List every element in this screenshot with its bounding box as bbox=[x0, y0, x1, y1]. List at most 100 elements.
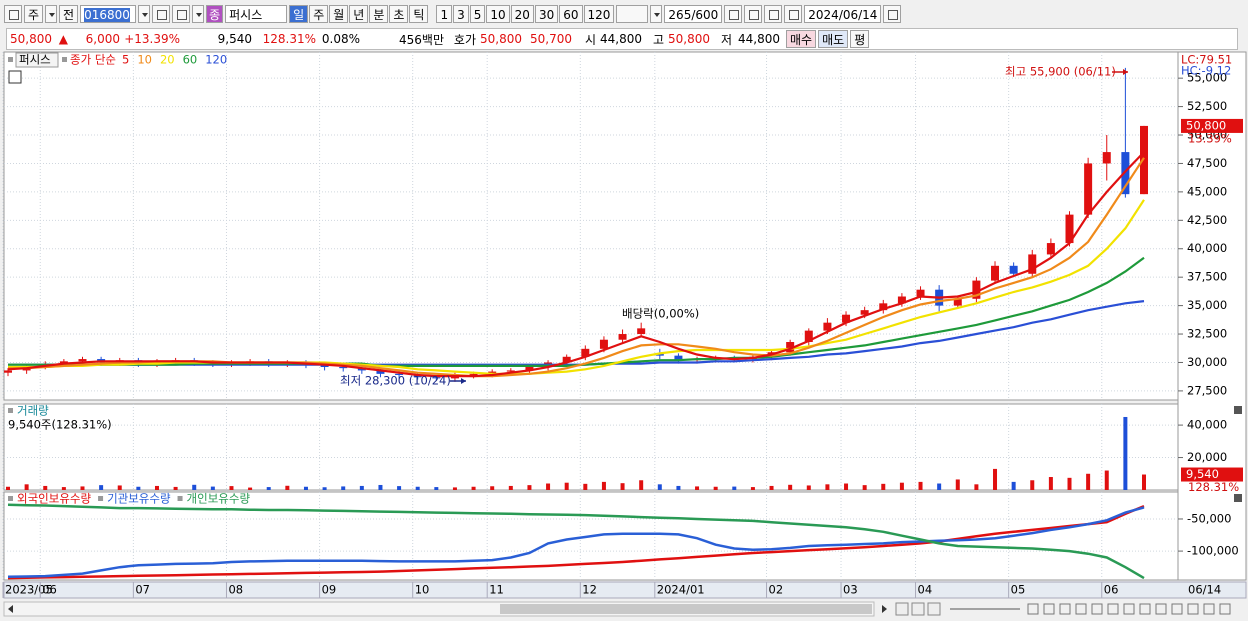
candle-body bbox=[804, 330, 813, 342]
legend-item: 120 bbox=[205, 53, 227, 67]
volume-bar bbox=[844, 483, 849, 490]
x-tick-label: 02 bbox=[769, 583, 784, 597]
volume-change-label: 128.31% bbox=[1188, 480, 1239, 494]
volume-bar bbox=[713, 486, 718, 490]
number-button[interactable]: 60 bbox=[559, 5, 583, 23]
arrow: ▲ bbox=[58, 32, 68, 46]
candle-body bbox=[59, 361, 68, 364]
search-button[interactable] bbox=[152, 5, 171, 23]
hc-label: HC:-9.12 bbox=[1181, 64, 1231, 78]
y-tick-label: 32,500 bbox=[1187, 327, 1227, 341]
volume-bar bbox=[1123, 416, 1128, 490]
volume-bar bbox=[24, 484, 29, 490]
volume-bar bbox=[620, 483, 625, 490]
interval-button[interactable]: 일 bbox=[289, 5, 309, 23]
count-box[interactable]: 265/600 bbox=[664, 5, 723, 23]
last-volume-label: 9,540 bbox=[1186, 467, 1219, 481]
legend-marker bbox=[98, 496, 104, 501]
candle-body bbox=[581, 348, 590, 357]
volume-bar bbox=[1048, 477, 1053, 490]
x-tick-label: 2023/05 bbox=[5, 583, 53, 597]
dropdown[interactable] bbox=[138, 5, 151, 23]
candle-body bbox=[1065, 214, 1074, 244]
number-button[interactable]: 10 bbox=[486, 5, 510, 23]
volume-bar bbox=[806, 485, 811, 490]
candle-body bbox=[842, 314, 851, 323]
candle-body bbox=[1046, 243, 1055, 255]
settings-button[interactable] bbox=[784, 5, 803, 23]
interval-button[interactable]: 월 bbox=[329, 5, 349, 23]
period-select[interactable]: 주 bbox=[24, 5, 44, 23]
dropdown[interactable] bbox=[45, 5, 58, 23]
close-icon bbox=[1234, 494, 1242, 502]
dropdown[interactable] bbox=[650, 5, 663, 23]
interval-button[interactable]: 년 bbox=[349, 5, 369, 23]
date-input[interactable]: 2024/06/14 bbox=[804, 5, 882, 23]
code-input[interactable]: 016800 bbox=[80, 5, 137, 23]
volume-bar bbox=[397, 486, 402, 490]
x-tick-label: 06 bbox=[42, 583, 57, 597]
change-rate: +13.39% bbox=[124, 32, 180, 46]
candle-body bbox=[506, 370, 515, 372]
legend-item: 외국인보유수량 bbox=[17, 492, 91, 506]
interval-button[interactable]: 분 bbox=[369, 5, 389, 23]
tool-button[interactable] bbox=[724, 5, 743, 23]
save-button[interactable] bbox=[764, 5, 783, 23]
volume-bar bbox=[750, 487, 755, 490]
calc-icon bbox=[8, 70, 22, 84]
buy-button[interactable]: 매수 bbox=[786, 30, 817, 48]
candle-body bbox=[879, 303, 888, 311]
candle-body bbox=[413, 374, 422, 378]
interval-button[interactable]: 초 bbox=[389, 5, 409, 23]
candle-body bbox=[1140, 125, 1148, 195]
number-button[interactable]: 3 bbox=[453, 5, 469, 23]
calendar-button[interactable] bbox=[883, 5, 902, 23]
interval-button[interactable]: 틱 bbox=[409, 5, 429, 23]
sell-button[interactable]: 매도 bbox=[818, 30, 849, 48]
menu-button[interactable] bbox=[4, 5, 22, 23]
number-button[interactable]: 20 bbox=[510, 5, 534, 23]
volume-bar bbox=[937, 483, 942, 490]
empty-select[interactable] bbox=[616, 5, 649, 23]
legend-marker bbox=[8, 57, 13, 62]
interval-button[interactable]: 주 bbox=[309, 5, 329, 23]
tool-icon bbox=[1091, 603, 1103, 615]
tool-icon bbox=[1107, 603, 1119, 615]
tool-button[interactable] bbox=[744, 5, 763, 23]
x-tick-label: 05 bbox=[1011, 583, 1026, 597]
volume-bar bbox=[341, 486, 346, 490]
close-icon bbox=[1234, 406, 1242, 414]
number-button[interactable]: 1 bbox=[436, 5, 453, 23]
volume-bar bbox=[993, 468, 998, 490]
y-tick-label: -100,000 bbox=[1187, 544, 1239, 558]
price: 50,800 bbox=[10, 32, 52, 46]
volume-bar bbox=[955, 479, 960, 490]
dropdown[interactable] bbox=[192, 5, 205, 23]
high-label: 고 bbox=[652, 32, 664, 47]
moving-average bbox=[7, 151, 1145, 378]
volume-bar bbox=[154, 485, 159, 490]
max-arrow-head bbox=[1123, 69, 1128, 75]
x-tick-label: 06 bbox=[1104, 583, 1119, 597]
tool-icon bbox=[1043, 603, 1055, 615]
volume-bar bbox=[266, 487, 271, 490]
sound-button[interactable] bbox=[172, 5, 191, 23]
nav-button bbox=[927, 602, 941, 616]
holding-line bbox=[7, 506, 1145, 579]
avg-button[interactable]: 평 bbox=[850, 30, 870, 48]
name-input[interactable]: 퍼시스 bbox=[225, 5, 288, 23]
candle-body bbox=[432, 377, 441, 379]
number-button[interactable]: 120 bbox=[583, 5, 615, 23]
number-button[interactable]: 5 bbox=[469, 5, 486, 23]
number-button[interactable]: 30 bbox=[534, 5, 559, 23]
right-axis-area bbox=[1177, 51, 1247, 581]
last-price-label: 50,800 bbox=[1186, 118, 1226, 132]
volume-bar bbox=[192, 484, 197, 490]
legend-title: 퍼시스 bbox=[19, 53, 51, 67]
prefix-button[interactable]: 전 bbox=[59, 5, 79, 23]
panel bbox=[3, 51, 1179, 401]
volume-bar bbox=[639, 480, 644, 490]
candle-body bbox=[637, 328, 646, 335]
